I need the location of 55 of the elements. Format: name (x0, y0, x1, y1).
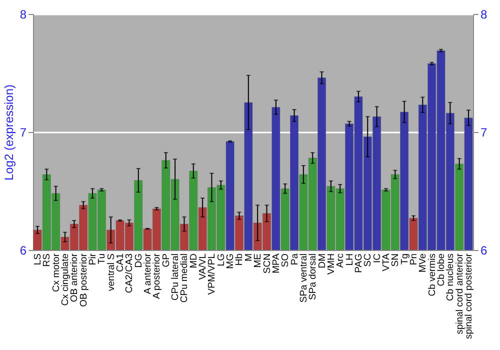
x-tick-label: Cb vermis (426, 253, 438, 296)
x-tick-label: GP (160, 254, 172, 268)
x-tick-label: DG (133, 254, 144, 268)
x-tick-label: CPu medial (179, 254, 190, 303)
x-tick-label: LH (344, 253, 356, 266)
y2-tick-label: 8 (480, 8, 488, 22)
x-tick-label: ventral S (106, 254, 117, 291)
x-tick-label: CA1 (115, 254, 126, 272)
x-tick-label: RS (42, 254, 53, 267)
x-tick-label: Cx motor (50, 254, 62, 292)
x-tick-label: MG (225, 254, 236, 269)
x-tick-label: LS (32, 254, 44, 266)
x-tick-label: SPa ventral (298, 254, 310, 303)
x-tick-label: MD (188, 253, 200, 268)
x-tick-label: IC (372, 253, 383, 263)
x-tick-label: SC (362, 253, 374, 267)
x-tick-label: SO (280, 254, 292, 268)
x-tick-label: Pa (289, 252, 300, 266)
x-tick-label: SPa dorsal (308, 254, 319, 300)
x-tick-label: Arc (335, 253, 346, 268)
x-tick-label: LG (216, 254, 227, 266)
x-tick-label: CA2/CA3 (124, 254, 136, 294)
x-tick-label: spinal cord posterior (464, 254, 475, 340)
x-tick-label: CPu lateral (170, 254, 182, 300)
x-tick-label: A anterior (142, 254, 154, 294)
x-tick-label: ME (252, 254, 264, 268)
x-tick-label: Cb nucleus (445, 253, 456, 302)
x-tick-label: Tu (96, 254, 108, 264)
x-tick-label: Cb lobe (436, 254, 447, 286)
x-tick-label: DM (316, 253, 328, 268)
x-tick-label: Pir (88, 254, 99, 266)
x-tick-label: VMH (326, 253, 337, 275)
x-tick-label: VTA (380, 252, 392, 272)
y-tick-label: 8 (20, 8, 27, 22)
x-tick-label: MPA (270, 252, 282, 274)
y-tick-label: 7 (20, 126, 27, 140)
x-tick-label: Pn (408, 254, 420, 266)
y-axis-title: Log2 (expression) (2, 84, 16, 181)
x-tick-label: A posterior (152, 254, 163, 299)
x-tick-label: OB anterior (69, 254, 80, 302)
x-tick-label: OB posterior (78, 254, 90, 307)
x-tick-label: Hb (234, 254, 246, 266)
x-tick-label: VA/VL (198, 254, 209, 280)
x-tick-label: M (243, 253, 254, 262)
x-tick-label: Tg (399, 254, 410, 265)
x-tick-label: Cx cingulate (60, 254, 72, 306)
x-tick-label: spinal cord anterior (454, 254, 466, 334)
y2-tick-label: 6 (480, 244, 488, 258)
x-tick-label: SCN (262, 253, 273, 274)
x-tick-label: SN (390, 253, 402, 267)
x-tick-label: VPM/VPL (206, 254, 218, 295)
y2-tick-label: 7 (480, 126, 488, 140)
x-tick-label: PAG (353, 254, 364, 273)
y-tick-label: 6 (20, 244, 27, 258)
x-tick-label: MVe (418, 254, 429, 273)
